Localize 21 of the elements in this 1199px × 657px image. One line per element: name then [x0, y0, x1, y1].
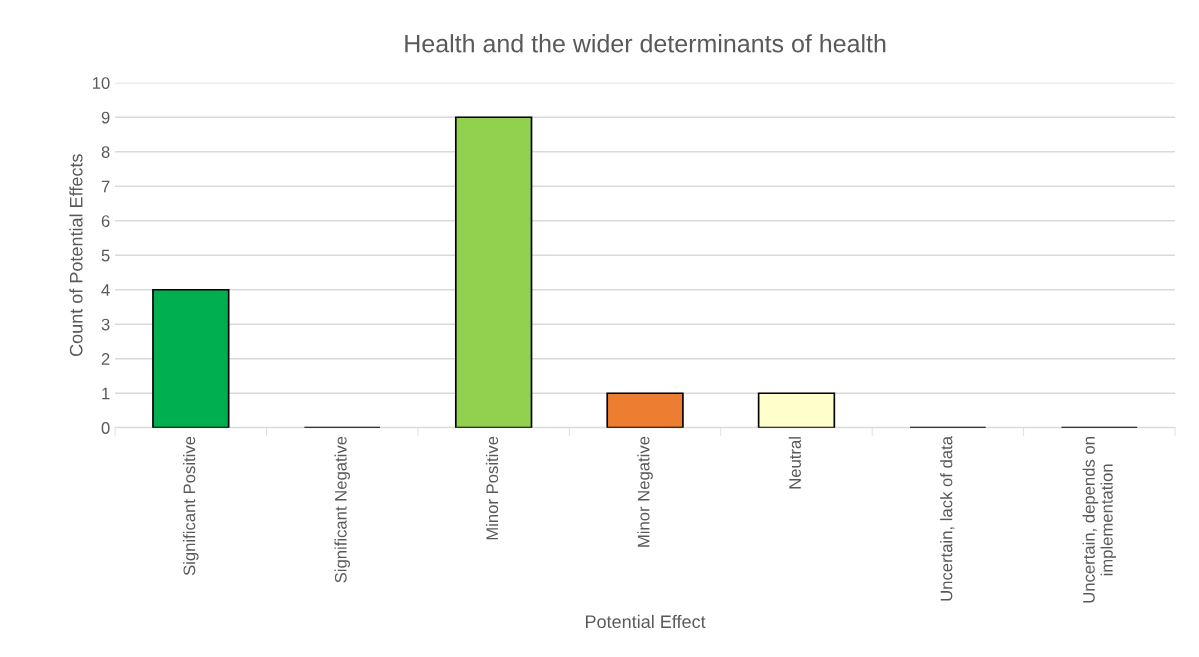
- y-tick-label: 0: [101, 422, 110, 434]
- x-tick-label: Neutral: [788, 437, 801, 489]
- y-tick-label: 4: [101, 284, 110, 296]
- x-tick-label: Significant Positive: [183, 436, 199, 576]
- x-tick-label: Minor Negative: [637, 436, 653, 547]
- y-tick-label: 1: [102, 387, 110, 400]
- y-tick-label: 8: [101, 146, 110, 158]
- y-axis-title: Count of Potential Effects: [69, 154, 83, 357]
- y-tick-label: 10: [92, 77, 110, 89]
- x-tick-label: Significant Negative: [334, 436, 350, 583]
- y-tick-label: 7: [101, 180, 110, 193]
- x-tick-label: Minor Positive: [485, 436, 499, 540]
- x-axis-title: Potential Effect: [585, 614, 706, 629]
- y-tick-label: 5: [101, 249, 110, 262]
- y-tick-label: 9: [101, 111, 110, 124]
- chart-title: Health and the wider determinants of health: [405, 34, 886, 53]
- x-tick-label: Uncertain, lack of data: [940, 436, 955, 601]
- y-tick-label: 3: [101, 318, 110, 331]
- x-tick-label: Uncertain, depends on implementation: [1082, 437, 1117, 603]
- y-tick-label: 2: [101, 353, 110, 365]
- y-tick-label: 6: [101, 215, 110, 227]
